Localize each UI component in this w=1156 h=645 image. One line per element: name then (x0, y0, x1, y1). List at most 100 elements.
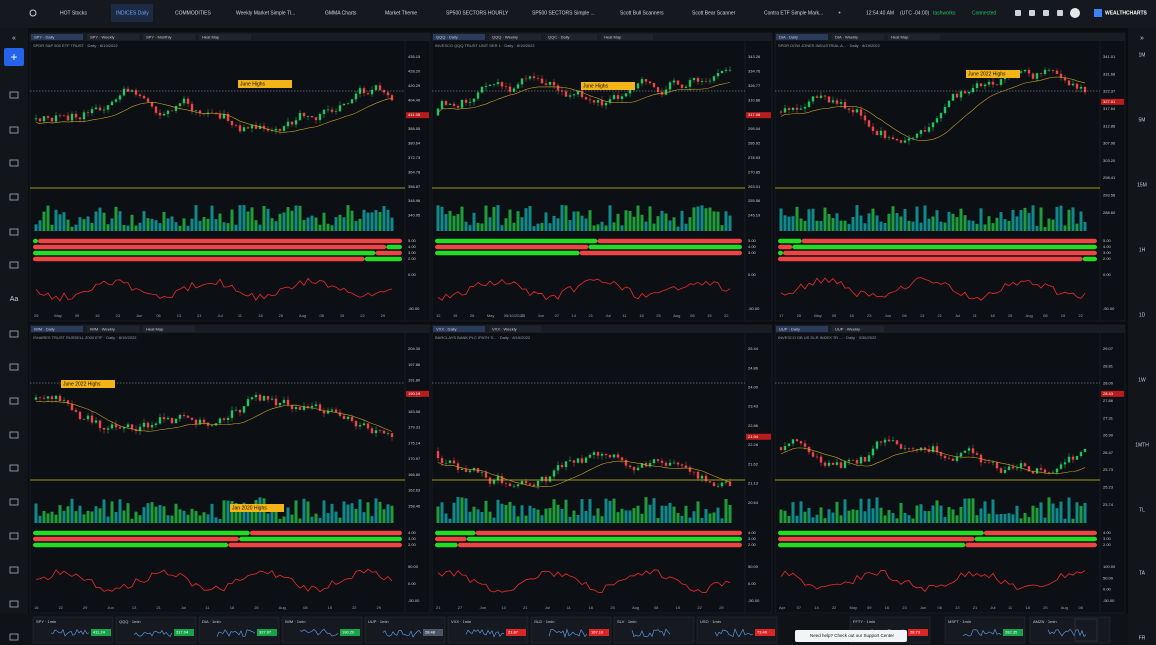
panel-tab[interactable]: SPY · Daily (34, 35, 54, 40)
volume-bar (632, 216, 636, 231)
tool-icon[interactable] (9, 228, 19, 236)
panel-tab-bg[interactable] (31, 326, 83, 332)
ticker-card[interactable] (198, 616, 280, 644)
header-icon[interactable] (1015, 10, 1021, 16)
panel-tab[interactable]: SPY · Monthly (146, 35, 172, 40)
tool-icon[interactable] (9, 566, 19, 574)
top-tab[interactable]: Scott Bear Scanner (692, 10, 736, 16)
panel-tab-bg[interactable] (601, 34, 653, 40)
panel-tab-bg[interactable] (87, 34, 139, 40)
panel-tab-bg[interactable] (199, 34, 251, 40)
volume-bar (811, 208, 815, 231)
volume-bar (1015, 216, 1019, 231)
tool-icon[interactable] (9, 600, 19, 608)
tool-icon[interactable] (9, 633, 19, 641)
panel-tab[interactable]: VXX · Weekly (492, 327, 517, 332)
tool-icon[interactable] (9, 431, 19, 439)
timeframe[interactable]: 1MTH (1135, 442, 1149, 448)
volume-bar (636, 505, 640, 523)
add-ticker[interactable] (1074, 618, 1098, 642)
panel-tab-bg[interactable] (545, 34, 597, 40)
timeframe[interactable]: 5M (1139, 117, 1146, 123)
panel-tab[interactable]: DIA · Daily (779, 35, 798, 40)
tool-icon[interactable] (9, 397, 19, 405)
top-tab[interactable]: Weekly Market Simple Tl... (236, 10, 295, 16)
panel-tab-bg[interactable] (143, 326, 195, 332)
tool-icon[interactable] (9, 532, 19, 540)
add-button[interactable] (4, 48, 24, 66)
volume-bar (66, 506, 70, 523)
timeframe[interactable]: 1M (1139, 52, 1146, 58)
tool-icon[interactable] (9, 330, 19, 338)
panel-tab[interactable]: SPY · Weekly (90, 35, 115, 40)
header-icon[interactable] (1057, 10, 1063, 16)
collapse-right[interactable]: » (1140, 35, 1144, 42)
top-tab[interactable]: + (838, 10, 841, 16)
timeframe[interactable]: 1W (1138, 377, 1146, 383)
panel-tab[interactable]: QQQ · Daily (436, 35, 458, 40)
panel-tab[interactable]: Heat Map (202, 35, 220, 40)
panel-tab[interactable]: UUP · Daily (779, 327, 800, 332)
x-label: 22 (832, 605, 837, 610)
support-message[interactable]: Need help? Check out our Support Center (810, 633, 895, 638)
tool-icon[interactable] (9, 261, 19, 269)
candle (98, 107, 102, 111)
panel-tab-bg[interactable] (489, 34, 541, 40)
panel-tab[interactable]: IWM · Weekly (90, 327, 115, 332)
candle (46, 396, 50, 399)
panel-tab[interactable]: QQQ · Weekly (492, 35, 518, 40)
panel-tab-bg[interactable] (433, 326, 485, 332)
panel-tab-bg[interactable] (87, 326, 139, 332)
tool-icon[interactable] (9, 91, 19, 99)
top-tab[interactable]: SP500 SECTORS HOURLY (446, 10, 509, 16)
ticker-card[interactable] (1029, 616, 1111, 644)
avatar[interactable] (1070, 8, 1080, 18)
tool-icon[interactable] (9, 498, 19, 506)
panel-tab-bg[interactable] (888, 34, 940, 40)
tool-icon[interactable] (9, 159, 19, 167)
panel-tab[interactable]: DIA · Weekly (835, 35, 858, 40)
top-tab[interactable]: Scott Bull Scanners (620, 10, 664, 16)
top-tab[interactable]: SP500 SECTORS Simple ... (532, 10, 595, 16)
panel-tab[interactable]: UUP · Weekly (835, 327, 860, 332)
timeframe[interactable]: 1H (1139, 247, 1146, 253)
timeframe[interactable]: TL (1139, 507, 1145, 513)
top-tab[interactable]: GMMA Charts (325, 10, 357, 16)
panel-tab-bg[interactable] (433, 34, 485, 40)
panel-tab-bg[interactable] (776, 326, 828, 332)
panel-tab-bg[interactable] (776, 34, 828, 40)
panel-tab[interactable]: Heat Map (604, 35, 622, 40)
panel-tab[interactable]: QQC · Daily (548, 35, 570, 40)
text-tool[interactable]: Aa (10, 296, 19, 303)
tool-icon[interactable] (9, 363, 19, 371)
tool-icon[interactable] (9, 464, 19, 472)
tool-icon[interactable] (9, 193, 19, 201)
search-icon[interactable] (29, 9, 37, 17)
timeframe[interactable]: 15M (1137, 182, 1147, 188)
collapse-left[interactable]: « (12, 35, 16, 42)
user[interactable]: tashworks (933, 10, 956, 16)
header-icon[interactable] (1043, 10, 1049, 16)
top-tab[interactable]: INDICES Daily (116, 10, 149, 16)
tool-icon[interactable] (9, 126, 19, 134)
panel-tab[interactable]: Heat Map (891, 35, 909, 40)
top-tab[interactable]: HOT Stocks (60, 10, 87, 16)
support-bubble[interactable] (795, 630, 907, 642)
timeframe[interactable]: FR (1139, 635, 1146, 641)
panel-tab-bg[interactable] (832, 34, 884, 40)
price-label: 420.29 (408, 83, 421, 88)
top-tab[interactable]: Market Theme (385, 10, 417, 16)
panel-tab-bg[interactable] (489, 326, 541, 332)
panel-tab-bg[interactable] (832, 326, 884, 332)
timeframe[interactable]: 1D (1139, 312, 1146, 318)
top-tab[interactable]: COMMODITIES (175, 10, 211, 16)
panel-tab[interactable]: VXX · Daily (436, 327, 456, 332)
panel-tab[interactable]: Heat Map (146, 327, 164, 332)
top-tab[interactable]: Contra ETF Simple Mark... (764, 10, 823, 16)
panel-tab-bg[interactable] (31, 34, 83, 40)
header-icon[interactable] (1029, 10, 1035, 16)
timeframe[interactable]: TA (1139, 570, 1146, 576)
panel-tab[interactable]: IWM · Daily (34, 327, 55, 332)
panel-tab-bg[interactable] (143, 34, 195, 40)
